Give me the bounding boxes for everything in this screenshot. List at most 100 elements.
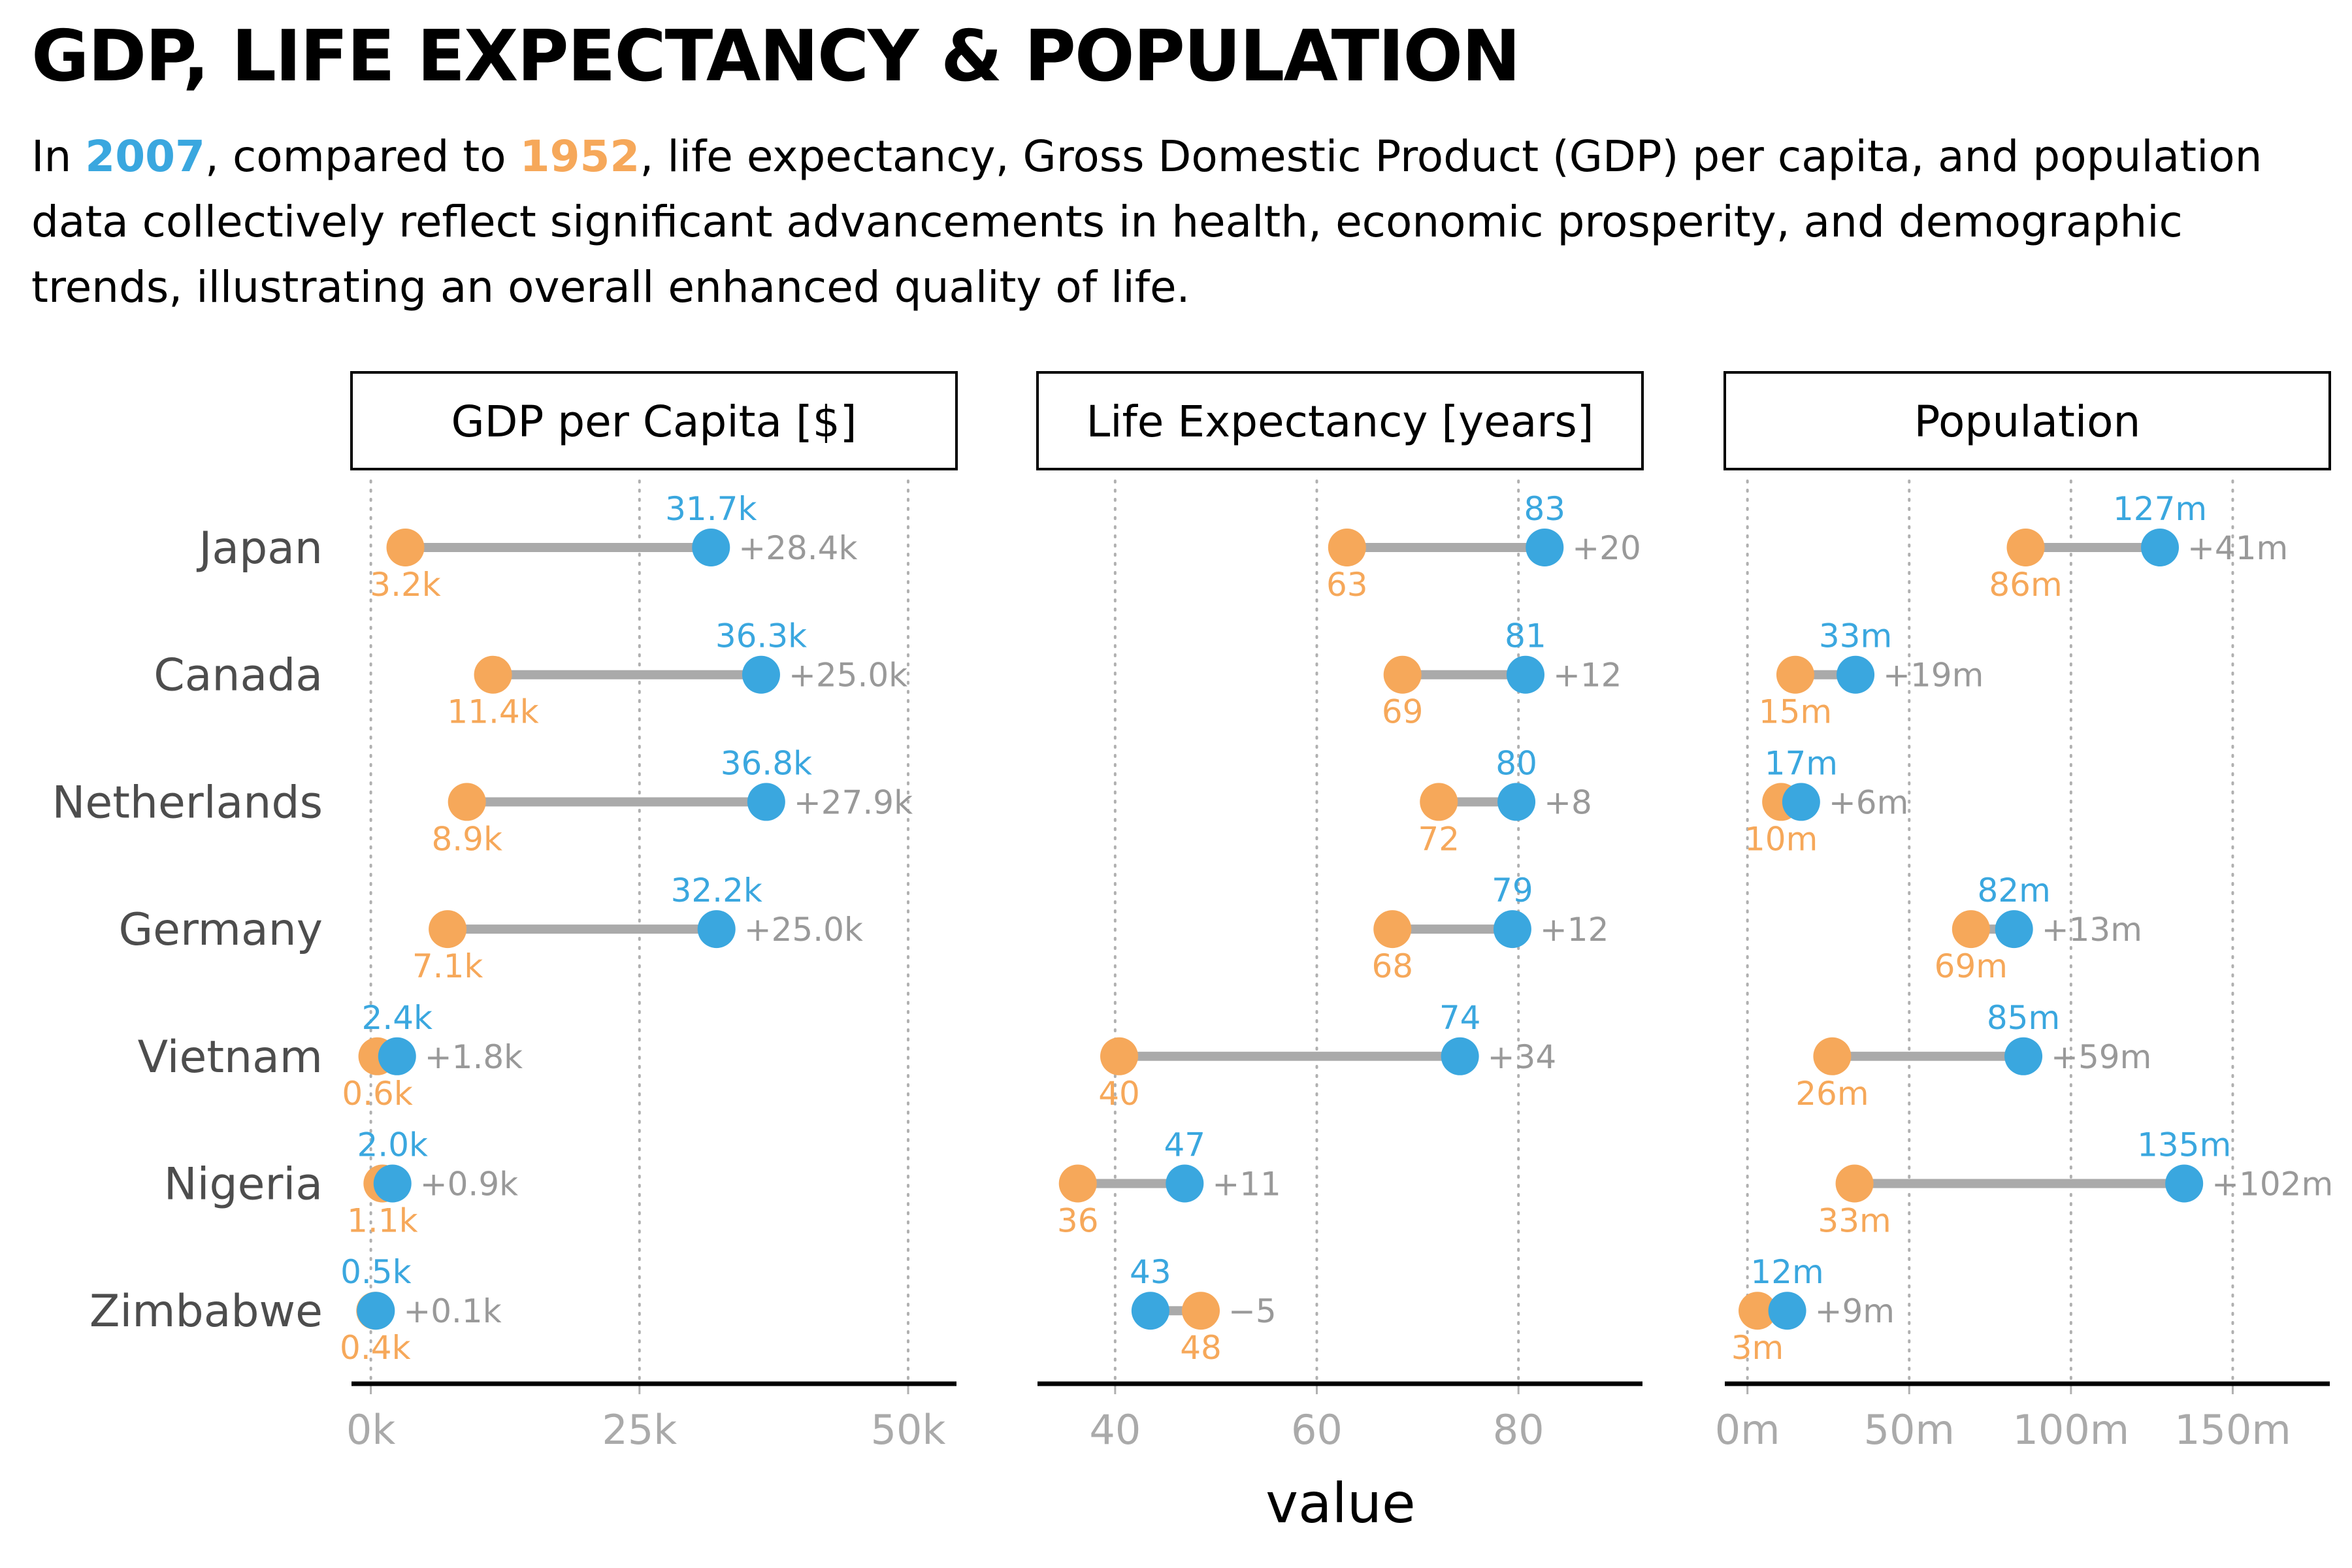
x-tick-label: 50k xyxy=(871,1406,946,1454)
diff-label-netherlands: +8 xyxy=(1544,783,1592,821)
point-1952-germany xyxy=(1952,910,1990,949)
point-2007-vietnam xyxy=(378,1037,416,1075)
label-2007-vietnam: 85m xyxy=(1987,999,2060,1037)
point-1952-zimbabwe xyxy=(1739,1292,1777,1330)
diff-label-japan: +20 xyxy=(1572,529,1641,567)
label-1952-germany: 69m xyxy=(1935,947,2008,985)
x-axis-label: value xyxy=(1266,1471,1415,1535)
diff-label-zimbabwe: +9m xyxy=(1815,1292,1895,1330)
label-2007-zimbabwe: 12m xyxy=(1750,1253,1823,1291)
diff-label-canada: +25.0k xyxy=(789,657,907,694)
diff-label-canada: +19m xyxy=(1883,657,1984,694)
label-1952-vietnam: 0.6k xyxy=(342,1075,413,1113)
point-1952-germany xyxy=(1373,910,1412,949)
label-2007-vietnam: 74 xyxy=(1439,999,1481,1037)
country-labels: Japan Canada Netherlands Germany Vietnam Nige… xyxy=(52,523,323,1337)
label-2007-canada: 36.3k xyxy=(715,617,807,655)
label-1952-nigeria: 1.1k xyxy=(347,1202,418,1240)
point-2007-netherlands xyxy=(1782,783,1820,821)
country-label-germany: Germany xyxy=(118,904,323,956)
label-2007-netherlands: 17m xyxy=(1765,744,1838,782)
diff-label-japan: +41m xyxy=(2187,529,2288,567)
label-1952-netherlands: 72 xyxy=(1418,820,1460,858)
diff-label-zimbabwe: −5 xyxy=(1228,1292,1277,1330)
point-2007-germany xyxy=(1493,910,1531,949)
point-1952-vietnam xyxy=(1813,1037,1852,1075)
x-tick-label: 50m xyxy=(1864,1406,1955,1454)
label-1952-zimbabwe: 0.4k xyxy=(340,1329,411,1367)
point-2007-nigeria xyxy=(373,1164,412,1203)
label-2007-netherlands: 36.8k xyxy=(721,744,812,782)
label-2007-canada: 33m xyxy=(1819,617,1892,655)
subtitle-year-2007: 2007 xyxy=(85,131,205,182)
label-2007-netherlands: 80 xyxy=(1495,744,1537,782)
x-tick-label: 0m xyxy=(1715,1406,1780,1454)
diff-label-germany: +12 xyxy=(1540,911,1609,949)
label-1952-canada: 15m xyxy=(1759,693,1832,731)
label-1952-nigeria: 36 xyxy=(1057,1202,1099,1240)
label-2007-japan: 127m xyxy=(2113,490,2207,528)
point-2007-germany xyxy=(697,910,736,949)
country-label-vietnam: Vietnam xyxy=(138,1032,323,1083)
point-2007-canada xyxy=(1837,655,1875,694)
point-1952-canada xyxy=(1776,655,1814,694)
panel-header-box xyxy=(1036,371,1644,470)
label-1952-netherlands: 10m xyxy=(1744,820,1818,858)
point-1952-netherlands xyxy=(1420,783,1458,821)
point-2007-japan xyxy=(2141,529,2180,566)
label-2007-nigeria: 47 xyxy=(1164,1126,1206,1164)
point-1952-canada xyxy=(474,655,512,694)
label-2007-canada: 81 xyxy=(1505,617,1546,655)
diff-label-canada: +12 xyxy=(1553,657,1622,694)
diff-label-netherlands: +27.9k xyxy=(794,783,913,821)
diff-label-vietnam: +34 xyxy=(1488,1038,1557,1076)
x-tick-label: 0k xyxy=(346,1406,395,1454)
subtitle-text-body: , life expectancy, Gross Domestic Produc… xyxy=(31,131,2262,312)
label-1952-nigeria: 33m xyxy=(1818,1202,1891,1240)
x-tick-label: 100m xyxy=(2012,1406,2129,1454)
label-1952-vietnam: 40 xyxy=(1098,1075,1140,1113)
point-2007-netherlands xyxy=(1497,783,1536,821)
country-label-nigeria: Nigeria xyxy=(164,1159,323,1211)
point-2007-netherlands xyxy=(747,783,785,821)
point-1952-japan xyxy=(2006,529,2045,566)
panel-header-title: Life Expectancy [years] xyxy=(1086,397,1593,447)
country-label-zimbabwe: Zimbabwe xyxy=(90,1286,323,1337)
label-1952-japan: 86m xyxy=(1989,566,2062,604)
label-1952-germany: 7.1k xyxy=(412,947,483,985)
point-1952-vietnam xyxy=(1100,1037,1139,1075)
point-2007-japan xyxy=(692,529,730,566)
label-1952-zimbabwe: 48 xyxy=(1180,1329,1222,1367)
label-2007-nigeria: 2.0k xyxy=(357,1126,428,1164)
point-2007-zimbabwe xyxy=(357,1292,395,1330)
point-2007-vietnam xyxy=(1441,1037,1479,1075)
label-2007-zimbabwe: 0.5k xyxy=(340,1253,412,1291)
point-1952-japan xyxy=(1328,529,1366,566)
label-2007-nigeria: 135m xyxy=(2137,1126,2231,1164)
point-2007-nigeria xyxy=(1166,1164,1204,1203)
panel-header-title: Population xyxy=(1914,397,2141,447)
chart-title: GDP, LIFE EXPECTANCY & POPULATION xyxy=(31,16,1521,97)
point-1952-nigeria xyxy=(1835,1164,1874,1203)
diff-label-japan: +28.4k xyxy=(738,529,857,567)
point-2007-zimbabwe xyxy=(1768,1292,1806,1330)
chart-panels: GDP per Capita [$] 0k 25k 50k 3.2k 31.7k+28.4… xyxy=(340,371,2333,1454)
label-2007-japan: 83 xyxy=(1524,490,1565,528)
subtitle-text-intro: In xyxy=(31,131,86,182)
panel-1: GDP per Capita [$] 0k 25k 50k 3.2k 31.7k+28.4… xyxy=(340,371,958,1454)
label-1952-netherlands: 8.9k xyxy=(431,820,502,858)
point-1952-netherlands xyxy=(448,783,486,821)
x-tick-label: 60 xyxy=(1291,1406,1343,1454)
label-1952-vietnam: 26m xyxy=(1795,1075,1869,1113)
diff-label-germany: +25.0k xyxy=(744,911,863,949)
point-2007-canada xyxy=(742,655,780,694)
panel-2: Life Expectancy [years] 40 60 80 63 83+20 69 81… xyxy=(1036,371,1644,1454)
label-1952-zimbabwe: 3m xyxy=(1731,1329,1784,1367)
subtitle-year-1952: 1952 xyxy=(519,131,640,182)
label-2007-vietnam: 2.4k xyxy=(362,999,433,1037)
diff-label-vietnam: +1.8k xyxy=(425,1038,523,1076)
point-1952-zimbabwe xyxy=(1182,1292,1220,1330)
point-1952-canada xyxy=(1383,655,1422,694)
diff-label-nigeria: +0.9k xyxy=(420,1166,518,1203)
diff-label-nigeria: +102m xyxy=(2212,1166,2333,1203)
